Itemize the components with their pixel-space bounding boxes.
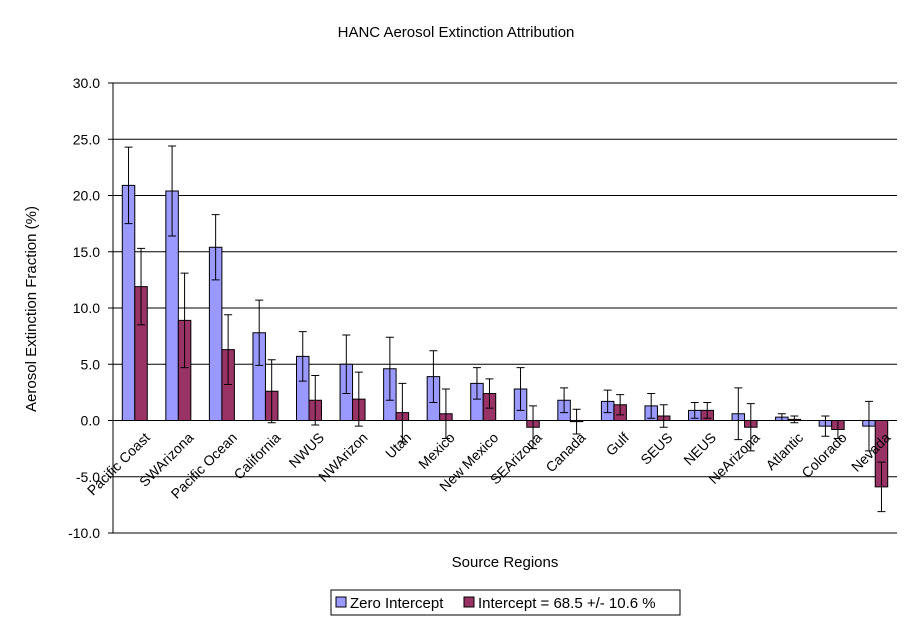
legend-swatch-intercept [463, 596, 475, 608]
y-tick-label: 20.0 [73, 188, 100, 204]
x-tick-label: Atlantic [762, 429, 806, 473]
y-tick-label: 0.0 [81, 413, 101, 429]
x-tick-label: SEUS [637, 429, 675, 467]
x-tick-label: Utah [382, 429, 414, 461]
y-axis: 30.0 25.0 20.0 15.0 10.0 5.0 0.0 -5.0 -10.0 [68, 75, 114, 541]
x-tick-label: NEUS [680, 429, 719, 468]
y-tick-label: -10.0 [68, 525, 100, 541]
y-tick-label: 5.0 [81, 356, 101, 372]
x-tick-label: Pacific Coast [84, 429, 153, 498]
chart-title: HANC Aerosol Extinction Attribution [338, 24, 575, 41]
x-tick-label: Colorado [798, 429, 850, 481]
legend: Zero Intercept Intercept = 68.5 +/- 10.6… [330, 589, 681, 616]
x-axis-title: Source Regions [452, 554, 559, 571]
y-tick-label: 15.0 [73, 244, 100, 260]
legend-box [330, 589, 681, 616]
legend-label-zero-intercept: Zero Intercept [350, 595, 444, 612]
y-axis-title: Aerosol Extinction Fraction (%) [23, 206, 40, 412]
x-tick-label: Canada [542, 429, 588, 475]
legend-label-intercept: Intercept = 68.5 +/- 10.6 % [478, 595, 656, 612]
legend-swatch-zero-intercept [335, 596, 347, 608]
y-tick-label: 30.0 [73, 75, 100, 91]
x-tick-label: Mexico [415, 429, 458, 472]
y-tick-label: 10.0 [73, 300, 100, 316]
x-tick-label: NWUS [286, 429, 328, 471]
plot-area [113, 145, 897, 513]
x-tick-label: Gulf [603, 429, 633, 459]
x-tick-label: California [230, 429, 283, 482]
y-tick-label: 25.0 [73, 131, 100, 147]
y-tick-label: -5.0 [76, 469, 100, 485]
